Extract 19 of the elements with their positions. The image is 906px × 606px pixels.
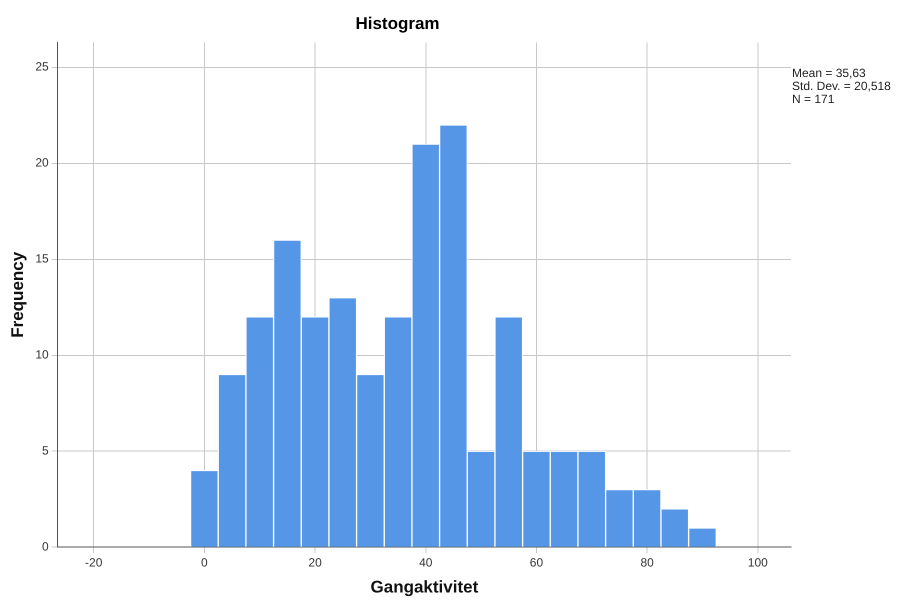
y-tick-label: 5 xyxy=(42,444,50,458)
x-tick-label: 100 xyxy=(748,556,768,570)
y-tick-label: 10 xyxy=(35,348,50,362)
x-tick-label: 40 xyxy=(419,556,433,570)
y-tick-label: 15 xyxy=(35,252,50,266)
text: Mean = 35,63 xyxy=(792,66,867,80)
x-tick-label: 20 xyxy=(308,556,322,570)
y-tick-label: 0 xyxy=(42,540,50,554)
chart-title: Histogram xyxy=(355,14,440,33)
x-tick-label: 0 xyxy=(201,556,208,570)
text: Std. Dev. = 20,518 xyxy=(792,79,891,93)
y-axis-title: Frequency xyxy=(8,251,27,338)
x-tick-label: -20 xyxy=(85,556,103,570)
x-tick-label: 80 xyxy=(640,556,654,570)
y-tick-label: 25 xyxy=(35,60,50,74)
text: N = 171 xyxy=(792,92,836,106)
x-axis-title: Gangaktivitet xyxy=(370,577,479,596)
x-tick-label: 60 xyxy=(530,556,544,570)
y-tick-label: 20 xyxy=(35,156,50,170)
